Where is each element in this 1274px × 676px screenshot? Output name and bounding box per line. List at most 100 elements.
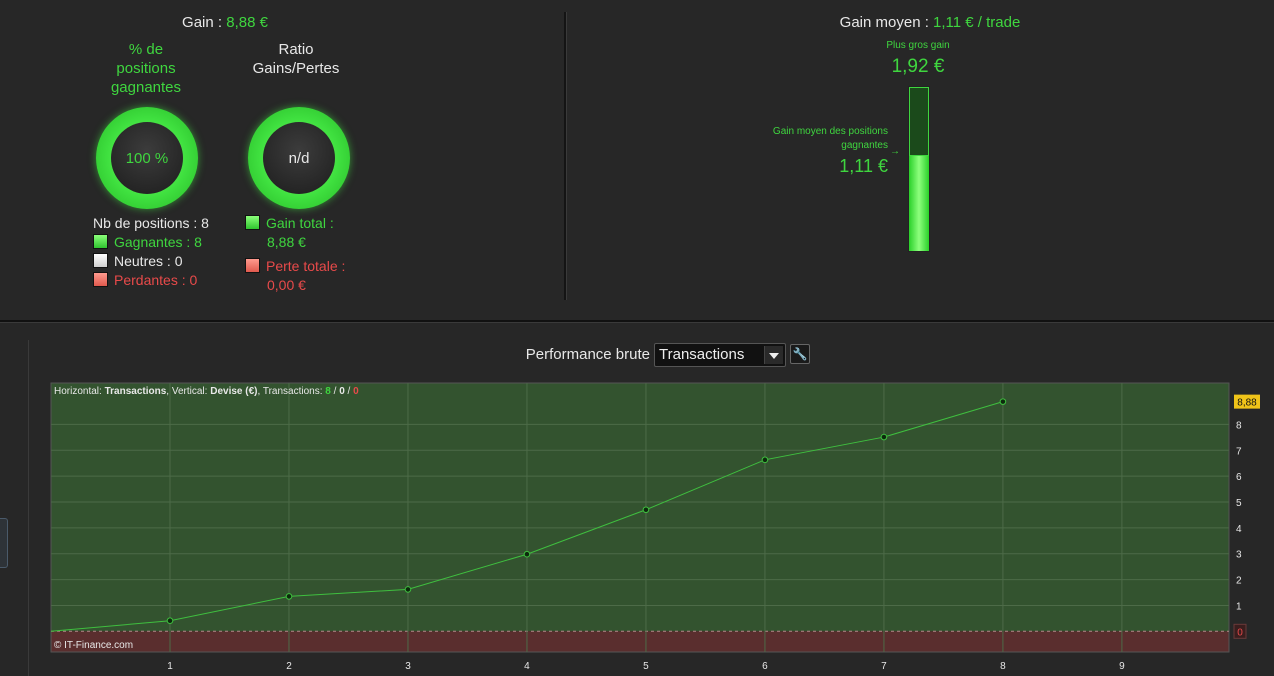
x-tick-label: 9 [1119, 661, 1125, 672]
data-point [166, 617, 174, 625]
info-vertical-value: Devise (€) [210, 386, 257, 397]
info-neutral: 0 [339, 386, 345, 397]
perte-totale-value: 0,00 € [267, 277, 306, 293]
last-value-badge [1234, 394, 1260, 409]
y-tick-label: 7 [1236, 446, 1242, 457]
info-trans-label: , Transactions: [257, 386, 322, 397]
y-tick-label: 3 [1236, 550, 1242, 561]
red-swatch-icon [245, 258, 260, 273]
x-tick-label: 2 [286, 661, 292, 672]
legend-perdantes: Perdantes : 0 [93, 271, 209, 290]
arrow-right-icon: → [890, 146, 900, 157]
x-tick-label: 8 [1000, 661, 1006, 672]
white-swatch-icon [93, 253, 108, 268]
red-swatch-icon [93, 272, 108, 287]
vertical-divider [564, 12, 567, 300]
green-swatch-icon [93, 234, 108, 249]
gain-total-row: Gain total : [245, 214, 345, 233]
axis-select[interactable]: Transactions [654, 343, 786, 367]
info-vertical-label: , Vertical: [166, 386, 207, 397]
ratio-title: Ratio Gains/Pertes [252, 41, 340, 77]
side-panel-toggle[interactable] [0, 518, 8, 568]
y-tick-label: 8 [1236, 420, 1242, 431]
y-tick-label: 4 [1236, 524, 1242, 535]
ratio-gauge: n/d [248, 107, 350, 209]
gain-moyen-value: 1,11 € / trade [933, 14, 1021, 31]
x-tick-label: 5 [643, 661, 649, 672]
perdantes-label: Perdantes : 0 [114, 272, 198, 288]
horizontal-divider [0, 320, 1274, 323]
performance-chart: 1 2 3 4 5 6 7 8 9 1 2 3 4 5 6 7 8 8,88 0 Horizontal: Trans… [50, 382, 1260, 672]
legend-neutres: Neutres : 0 [93, 252, 209, 271]
gain-bar-remainder [909, 87, 929, 156]
gain-moyen-label: Gain moyen : [839, 14, 929, 31]
nb-positions: Nb de positions : 8 [93, 215, 209, 231]
gain-value: 8,88 € [226, 14, 268, 31]
data-point [761, 456, 769, 464]
data-point [642, 506, 650, 514]
wrench-icon: 🔧 [792, 347, 808, 361]
ratio-value: n/d [263, 122, 335, 194]
chevron-down-icon[interactable] [764, 346, 783, 364]
green-swatch-icon [245, 215, 260, 230]
gain-bar-fill [909, 156, 929, 251]
x-tick-label: 3 [405, 661, 411, 672]
left-rule [28, 340, 29, 676]
data-point [404, 586, 412, 593]
performance-title: Performance brute [525, 346, 650, 363]
pct-title: % de positions gagnantes [110, 41, 182, 96]
win-pct-gauge: 100 % [96, 107, 198, 209]
legend-gagnantes: Gagnantes : 8 [93, 233, 209, 252]
chart-axes: 1 2 3 4 5 6 7 8 9 1 2 3 4 5 6 7 8 8,88 0 [167, 394, 1260, 672]
plot-background [50, 382, 1230, 653]
perte-totale-label: Perte totale : [266, 258, 346, 274]
y-tick-label: 5 [1236, 498, 1242, 509]
summary-panel: Gain : 8,88 € % de positions gagnantes R… [0, 0, 1274, 320]
info-win: 8 [325, 386, 331, 397]
gagnantes-label: Gagnantes : 8 [114, 234, 202, 250]
info-horizontal-value: Transactions [105, 386, 167, 397]
copyright-text: © IT-Finance.com [54, 640, 133, 651]
gain-moyen-header: Gain moyen : 1,11 € / trade [770, 14, 1090, 31]
avg-gain-value: 1,11 € [839, 156, 888, 176]
x-tick-label: 1 [167, 661, 173, 672]
y-tick-label: 6 [1236, 472, 1242, 483]
neutres-label: Neutres : 0 [114, 253, 183, 269]
gain-label: Gain : [182, 14, 223, 31]
zero-label: 0 [1237, 627, 1243, 638]
zero-badge [1233, 623, 1247, 639]
gain-total-label: Gain total : [266, 215, 334, 231]
max-gain-value: 1,92 € [891, 56, 945, 77]
positive-area [51, 383, 1229, 632]
plot-frame [50, 382, 1230, 653]
gain-header: Gain : 8,88 € [100, 14, 350, 31]
data-point [523, 550, 531, 558]
axis-select-value: Transactions [659, 346, 745, 363]
data-point [999, 398, 1007, 405]
totals-legend: Gain total : 8,88 € Perte totale : 0,00 … [245, 214, 345, 295]
y-tick-label: 2 [1236, 576, 1242, 587]
chart-series [50, 398, 1007, 632]
gain-moyen-bar [908, 86, 930, 252]
info-sep: / [331, 386, 339, 397]
settings-button[interactable]: 🔧 [790, 344, 810, 364]
gain-total-value: 8,88 € [267, 234, 306, 250]
last-value-label: 8,88 [1237, 398, 1257, 409]
chart-info: Horizontal: Transactions, Vertical: Devi… [54, 386, 359, 397]
x-tick-label: 6 [762, 661, 768, 672]
data-point [285, 593, 293, 600]
info-sep: / [345, 386, 353, 397]
x-tick-label: 4 [524, 661, 530, 672]
y-tick-label: 1 [1236, 601, 1242, 612]
positions-legend: Nb de positions : 8 Gagnantes : 8 Neutre… [93, 214, 209, 290]
info-horizontal-label: Horizontal: [54, 386, 102, 397]
info-loss: 0 [353, 386, 359, 397]
perte-totale-row: Perte totale : [245, 257, 345, 276]
chart-grid [51, 383, 1229, 652]
win-pct-value: 100 % [111, 122, 183, 194]
avg-gain-label: Gain moyen des positions gagnantes [772, 126, 888, 151]
x-tick-label: 7 [881, 661, 887, 672]
negative-area [51, 631, 1229, 652]
data-point [880, 433, 888, 441]
max-gain-label: Plus gros gain [886, 40, 950, 51]
